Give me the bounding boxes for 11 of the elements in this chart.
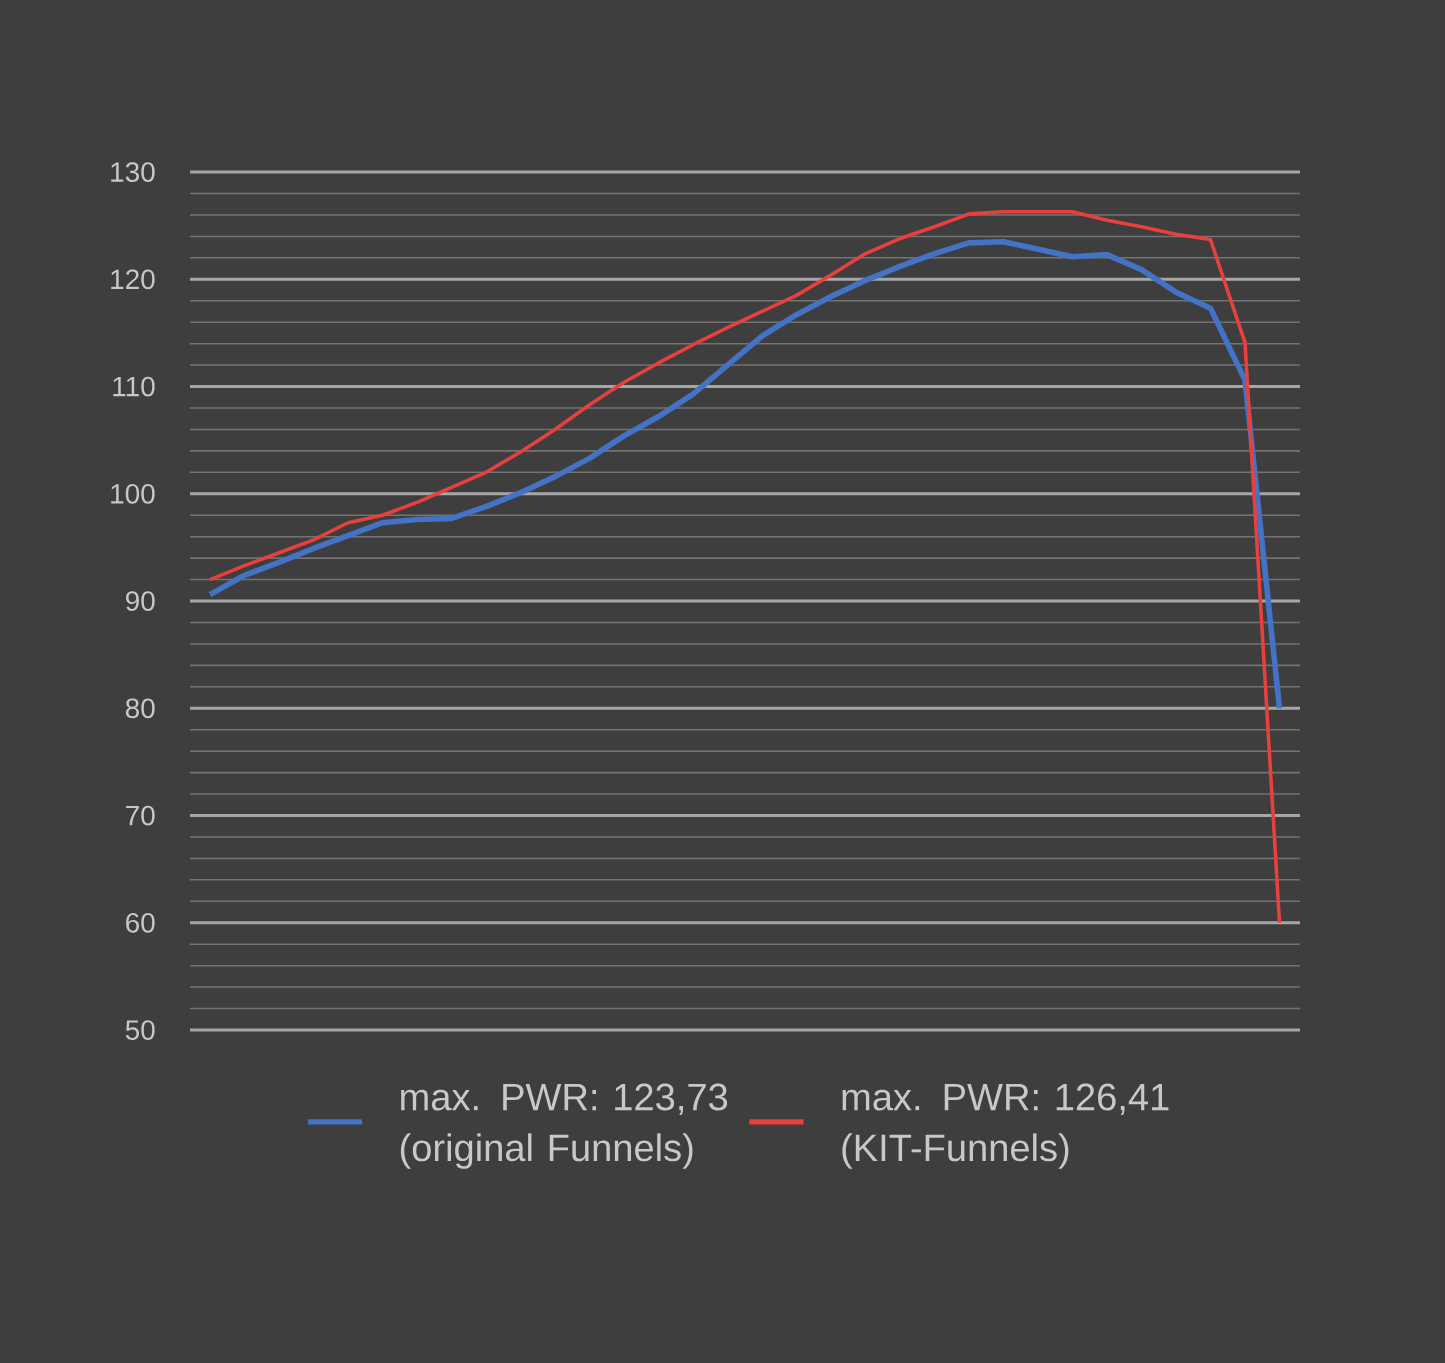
legend-label: max. PWR: 123,73 (original Funnels) — [400, 1083, 728, 1169]
legend-label: max. PWR: 126,41 (KIT-Funnels) — [842, 1083, 1169, 1169]
y-tick-label: 110 — [113, 376, 155, 397]
y-tick-label: 100 — [111, 483, 155, 504]
y-tick-label: 60 — [126, 912, 155, 933]
y-tick-label: 80 — [125, 698, 155, 719]
y-tick-label: 120 — [111, 269, 155, 290]
y-tick-label: 130 — [111, 162, 155, 182]
y-tick-label: 90 — [126, 591, 155, 611]
y-tick-label: 50 — [125, 1020, 155, 1040]
y-tick-label: 70 — [126, 805, 155, 826]
